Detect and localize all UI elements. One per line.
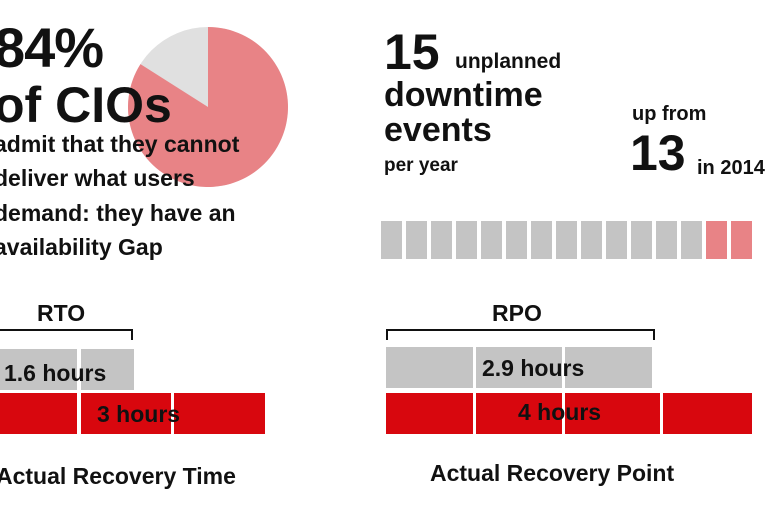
downtime-unplanned-label: unplanned	[455, 50, 562, 73]
pie-slice-cios	[128, 27, 288, 187]
event-block	[656, 221, 677, 259]
rto-target-block	[0, 349, 77, 390]
rpo-footer: Actual Recovery Point	[430, 460, 675, 486]
downtime-label: downtime	[384, 76, 543, 114]
rto-actual-block	[81, 393, 171, 434]
event-block	[506, 221, 527, 259]
rpo-actual-block	[476, 393, 562, 434]
cio-pie-chart	[128, 27, 288, 187]
event-block	[631, 221, 652, 259]
rpo-target-block	[565, 347, 652, 388]
event-block	[431, 221, 452, 259]
event-block	[606, 221, 627, 259]
rto-actual-block	[0, 393, 77, 434]
previous-count: 13	[630, 125, 686, 181]
event-block	[581, 221, 602, 259]
event-block	[406, 221, 427, 259]
rpo-actual-value: 4 hours	[518, 399, 602, 425]
event-block	[481, 221, 502, 259]
rto-target-value: 1.6 hours	[4, 360, 107, 386]
previous-year-label: in 2014	[697, 157, 765, 179]
up-from-label: up from	[632, 103, 707, 125]
rpo-actual-block	[386, 393, 473, 434]
rpo-actual-block	[565, 393, 660, 434]
rto-bracket	[0, 329, 133, 340]
cio-desc-line-1: admit that they cannot	[0, 131, 240, 157]
cio-percent: 84%	[0, 16, 104, 79]
event-block	[556, 221, 577, 259]
event-block	[531, 221, 552, 259]
rto-title: RTO	[37, 300, 86, 326]
events-label: events	[384, 111, 492, 149]
rpo-actual-block	[663, 393, 752, 434]
per-year-label: per year	[384, 155, 458, 176]
event-block-new	[706, 221, 727, 259]
rpo-bracket	[386, 329, 655, 340]
rto-footer: Actual Recovery Time	[0, 463, 236, 489]
rpo-target-value: 2.9 hours	[482, 355, 585, 381]
cio-subject: of CIOs	[0, 77, 172, 133]
downtime-events-bar	[381, 221, 756, 259]
downtime-count: 15	[384, 24, 440, 80]
rto-actual-block	[174, 393, 265, 434]
cio-desc-line-4: availability Gap	[0, 234, 163, 260]
event-block-new	[731, 221, 752, 259]
rto-target-block	[81, 349, 134, 390]
rpo-target-block	[386, 347, 473, 388]
rpo-target-block	[476, 347, 562, 388]
event-block	[456, 221, 477, 259]
cio-desc-line-2: deliver what users	[0, 165, 195, 191]
event-block	[681, 221, 702, 259]
rto-actual-value: 3 hours	[97, 401, 181, 427]
cio-desc-line-3: demand: they have an	[0, 200, 236, 226]
event-block	[381, 221, 402, 259]
rpo-title: RPO	[492, 300, 542, 326]
